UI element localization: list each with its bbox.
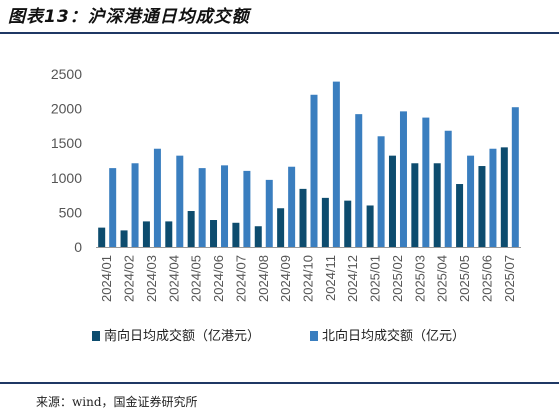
bar-south <box>187 211 195 247</box>
bar-south <box>232 222 240 247</box>
bar-south <box>366 205 374 247</box>
bar-north <box>310 94 318 247</box>
x-tick-label: 2024/06 <box>211 255 226 302</box>
bar-south <box>165 221 173 247</box>
bar-north <box>511 107 519 247</box>
x-tick-label: 2024/07 <box>233 255 248 302</box>
bar-south <box>321 197 329 247</box>
x-tick-label: 2024/11 <box>323 255 338 301</box>
bar-north <box>153 148 161 247</box>
x-tick-label: 2025/02 <box>390 255 405 302</box>
x-tick-label: 2025/01 <box>368 255 383 302</box>
bar-south <box>478 166 486 247</box>
x-tick-label: 2025/06 <box>479 255 494 302</box>
x-tick-label: 2025/04 <box>435 255 450 302</box>
bar-north <box>265 179 273 247</box>
bar-south <box>120 230 128 247</box>
bar-north <box>332 81 340 247</box>
bar-south <box>433 163 441 247</box>
bar-north <box>444 130 452 247</box>
bar-north <box>198 168 206 247</box>
y-tick-label: 1000 <box>51 170 82 186</box>
bar-north <box>221 165 229 247</box>
bar-south <box>299 188 307 247</box>
x-tick-label: 2024/09 <box>278 255 293 302</box>
x-tick-label: 2024/05 <box>189 255 204 302</box>
x-tick-label: 2024/10 <box>301 255 316 302</box>
y-tick-label: 0 <box>74 239 82 255</box>
footer-divider <box>0 382 559 384</box>
bar-north <box>176 155 184 247</box>
bar-north <box>467 155 475 247</box>
x-tick-label: 2024/08 <box>256 255 271 302</box>
legend-swatch <box>310 331 318 341</box>
legend-swatch <box>92 331 100 341</box>
figure-title: 图表13：沪深港通日均成交额 <box>8 7 250 27</box>
bar-south <box>411 163 419 247</box>
bar-north <box>399 111 407 247</box>
bar-south <box>500 147 508 247</box>
bar-north <box>422 117 430 247</box>
bar-south <box>210 220 218 247</box>
bar-south <box>277 208 285 247</box>
x-tick-label: 2024/04 <box>166 255 181 302</box>
x-tick-label: 2024/02 <box>122 255 137 302</box>
bar-south <box>388 155 396 247</box>
title-divider <box>0 32 559 34</box>
legend-label: 北向日均成交额（亿元） <box>322 328 465 344</box>
x-tick-label: 2025/03 <box>412 255 427 302</box>
bar-south <box>456 184 464 247</box>
bar-north <box>377 136 385 247</box>
y-tick-label: 2000 <box>51 101 82 117</box>
x-tick-label: 2024/12 <box>345 255 360 302</box>
bar-south <box>142 221 150 247</box>
bar-south <box>98 227 106 247</box>
source-note: 来源：wind，国金证券研究所 <box>36 395 198 409</box>
bar-north <box>243 170 251 247</box>
y-tick-label: 500 <box>59 204 83 220</box>
bar-north <box>131 163 139 247</box>
bar-north <box>109 168 117 247</box>
bar-south <box>344 200 352 247</box>
bar-chart: 0 500 1000 1500 2000 2500 2024/01 2024/02 2024/0… <box>51 66 521 344</box>
x-tick-label: 2024/01 <box>99 255 114 302</box>
bar-north <box>355 114 363 247</box>
x-tick-label: 2025/05 <box>457 255 472 302</box>
bar-south <box>254 226 262 247</box>
x-tick-label: 2025/07 <box>502 255 517 302</box>
legend-label: 南向日均成交额（亿港元） <box>104 328 260 344</box>
bar-north <box>288 166 296 247</box>
x-tick-label: 2024/03 <box>144 255 159 302</box>
y-tick-label: 1500 <box>51 135 82 151</box>
y-tick-label: 2500 <box>51 66 82 82</box>
bar-north <box>489 148 497 247</box>
